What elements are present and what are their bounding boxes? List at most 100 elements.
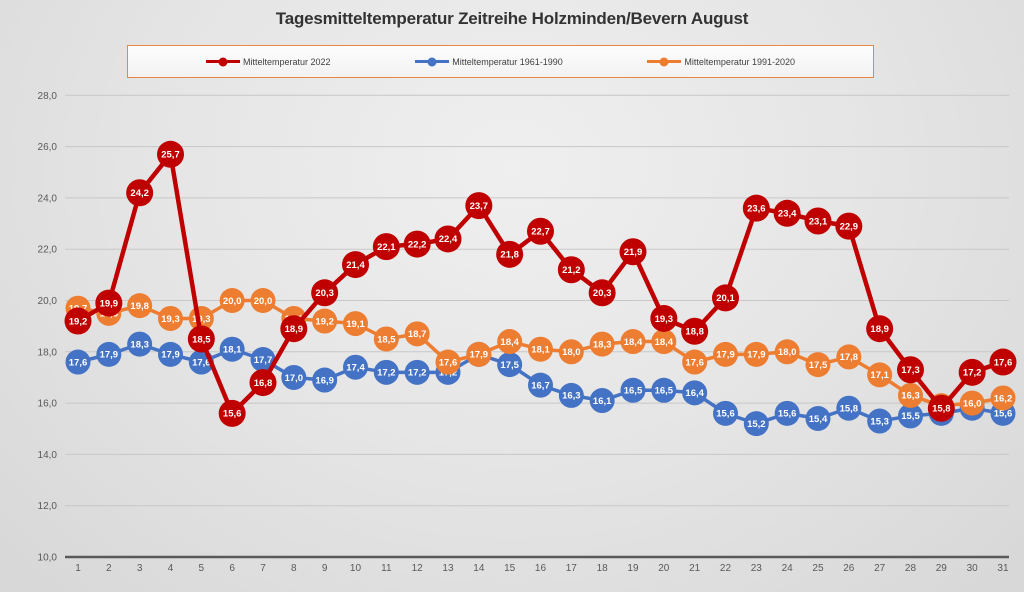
data-point[interactable] bbox=[681, 317, 709, 345]
data-point-label: 18,0 bbox=[562, 347, 581, 358]
data-point[interactable] bbox=[342, 354, 368, 380]
data-point[interactable] bbox=[126, 179, 154, 207]
legend-item-1961-1990[interactable]: Mitteltemperatur 1961-1990 bbox=[415, 57, 563, 67]
data-point[interactable] bbox=[157, 341, 183, 367]
data-point[interactable] bbox=[927, 394, 955, 422]
data-point[interactable] bbox=[496, 240, 524, 268]
data-point[interactable] bbox=[588, 279, 616, 307]
data-point[interactable] bbox=[250, 346, 276, 372]
data-point[interactable] bbox=[712, 341, 738, 367]
data-point[interactable] bbox=[619, 238, 647, 266]
legend-label: Mitteltemperatur 1991-2020 bbox=[684, 56, 795, 67]
data-point[interactable] bbox=[526, 217, 554, 245]
data-point-label: 18,1 bbox=[531, 345, 550, 356]
data-point[interactable] bbox=[341, 251, 369, 279]
data-point[interactable] bbox=[774, 339, 800, 365]
data-point[interactable] bbox=[651, 377, 677, 403]
data-point-label: 20,3 bbox=[593, 288, 612, 299]
data-point-label: 17,2 bbox=[408, 368, 427, 379]
data-point[interactable] bbox=[835, 212, 863, 240]
data-point[interactable] bbox=[219, 336, 245, 362]
data-point[interactable] bbox=[712, 400, 738, 426]
data-point[interactable] bbox=[157, 305, 183, 331]
data-point[interactable] bbox=[742, 194, 770, 222]
data-point[interactable] bbox=[156, 140, 184, 168]
data-point[interactable] bbox=[249, 369, 277, 397]
data-point[interactable] bbox=[127, 293, 153, 319]
data-point[interactable] bbox=[866, 315, 894, 343]
data-point[interactable] bbox=[743, 341, 769, 367]
data-point[interactable] bbox=[896, 356, 924, 384]
data-point-label: 17,0 bbox=[285, 373, 304, 384]
data-point[interactable] bbox=[897, 382, 923, 408]
data-point[interactable] bbox=[434, 225, 462, 253]
data-point[interactable] bbox=[867, 362, 893, 388]
data-point[interactable] bbox=[805, 352, 831, 378]
data-point[interactable] bbox=[373, 326, 399, 352]
data-point[interactable] bbox=[650, 304, 678, 332]
data-point[interactable] bbox=[558, 382, 584, 408]
data-point[interactable] bbox=[867, 408, 893, 434]
x-axis-tick-label: 11 bbox=[381, 563, 392, 574]
data-point[interactable] bbox=[620, 377, 646, 403]
data-point[interactable] bbox=[311, 279, 339, 307]
data-point[interactable] bbox=[312, 308, 338, 334]
data-point[interactable] bbox=[497, 329, 523, 355]
data-point[interactable] bbox=[465, 192, 493, 220]
data-point[interactable] bbox=[95, 289, 123, 317]
data-point[interactable] bbox=[403, 230, 431, 258]
data-point[interactable] bbox=[897, 403, 923, 429]
data-point[interactable] bbox=[773, 199, 801, 227]
data-point[interactable] bbox=[187, 325, 215, 353]
data-point-label: 22,1 bbox=[377, 242, 396, 253]
data-point[interactable] bbox=[989, 348, 1017, 376]
data-point[interactable] bbox=[527, 372, 553, 398]
data-point-label: 16,5 bbox=[624, 386, 643, 397]
data-point-label: 15,6 bbox=[778, 409, 797, 420]
data-point-label: 17,6 bbox=[439, 357, 458, 368]
data-point[interactable] bbox=[804, 207, 832, 235]
data-point[interactable] bbox=[219, 288, 245, 313]
legend-item-1991-2020[interactable]: Mitteltemperatur 1991-2020 bbox=[647, 57, 795, 67]
data-point[interactable] bbox=[527, 336, 553, 362]
data-point[interactable] bbox=[466, 341, 492, 367]
data-point[interactable] bbox=[558, 339, 584, 365]
data-point[interactable] bbox=[404, 359, 430, 385]
x-axis-tick-label: 4 bbox=[168, 563, 174, 574]
data-point[interactable] bbox=[250, 288, 276, 313]
data-point[interactable] bbox=[620, 329, 646, 355]
data-point[interactable] bbox=[373, 359, 399, 385]
data-point-label: 19,3 bbox=[655, 314, 674, 325]
data-point[interactable] bbox=[836, 395, 862, 421]
data-point[interactable] bbox=[372, 233, 400, 261]
data-point[interactable] bbox=[682, 380, 708, 406]
data-point[interactable] bbox=[805, 405, 831, 431]
data-point[interactable] bbox=[497, 352, 523, 378]
data-point[interactable] bbox=[281, 364, 307, 390]
data-point[interactable] bbox=[589, 331, 615, 357]
data-point[interactable] bbox=[65, 349, 91, 375]
data-point[interactable] bbox=[127, 331, 153, 357]
data-point[interactable] bbox=[280, 315, 308, 343]
data-point[interactable] bbox=[312, 367, 338, 393]
data-point[interactable] bbox=[342, 311, 368, 337]
data-point[interactable] bbox=[774, 400, 800, 426]
data-point[interactable] bbox=[96, 341, 122, 367]
data-point[interactable] bbox=[990, 385, 1016, 411]
data-point[interactable] bbox=[589, 388, 615, 414]
data-point[interactable] bbox=[557, 256, 585, 284]
data-point[interactable] bbox=[64, 307, 92, 335]
data-point-label: 19,3 bbox=[161, 314, 180, 325]
data-point[interactable] bbox=[682, 349, 708, 375]
data-point[interactable] bbox=[435, 349, 461, 375]
data-point[interactable] bbox=[959, 390, 985, 416]
data-point-label: 19,8 bbox=[130, 301, 149, 312]
data-point[interactable] bbox=[958, 358, 986, 386]
data-point[interactable] bbox=[218, 399, 246, 427]
data-point[interactable] bbox=[404, 321, 430, 347]
legend-item-2022[interactable]: Mitteltemperatur 2022 bbox=[206, 57, 331, 67]
data-point[interactable] bbox=[836, 344, 862, 370]
data-point[interactable] bbox=[651, 329, 677, 355]
data-point[interactable] bbox=[711, 284, 739, 312]
data-point[interactable] bbox=[743, 411, 769, 437]
